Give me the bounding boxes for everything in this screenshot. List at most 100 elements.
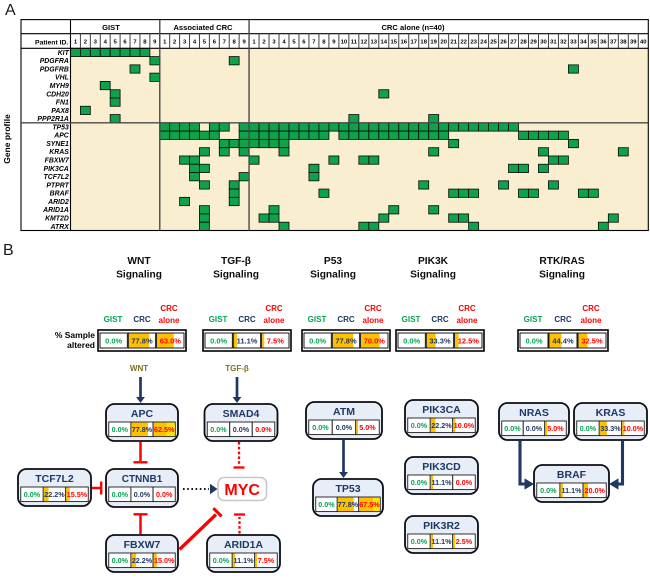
svg-text:22: 22: [460, 40, 467, 46]
svg-text:GIST: GIST: [524, 315, 543, 324]
svg-text:0.0%: 0.0%: [233, 425, 250, 434]
svg-text:NRAS: NRAS: [519, 407, 549, 419]
svg-text:38: 38: [620, 40, 627, 46]
svg-text:PPP2R1A: PPP2R1A: [37, 116, 68, 123]
svg-text:11.1%: 11.1%: [234, 556, 255, 565]
svg-text:1: 1: [252, 40, 256, 46]
svg-text:0.0%: 0.0%: [403, 336, 420, 345]
svg-text:10.0%: 10.0%: [454, 421, 475, 430]
svg-text:PIK3K: PIK3K: [418, 256, 449, 267]
svg-text:PDGFRA: PDGFRA: [40, 58, 69, 65]
svg-text:20.0%: 20.0%: [584, 486, 605, 495]
svg-text:CRC: CRC: [582, 304, 600, 313]
svg-text:0.0%: 0.0%: [580, 424, 597, 433]
svg-text:PTPRT: PTPRT: [46, 182, 69, 189]
svg-text:MYH9: MYH9: [50, 83, 69, 90]
svg-text:44.4%: 44.4%: [552, 336, 574, 345]
svg-text:GIST: GIST: [209, 315, 228, 324]
svg-text:BRAF: BRAF: [557, 469, 587, 481]
svg-text:8: 8: [322, 40, 326, 46]
svg-text:0.0%: 0.0%: [526, 424, 543, 433]
svg-text:2.5%: 2.5%: [456, 537, 473, 546]
svg-text:22.2%: 22.2%: [132, 556, 153, 565]
svg-text:TP53: TP53: [52, 124, 69, 131]
svg-text:0.0%: 0.0%: [504, 424, 521, 433]
svg-text:16: 16: [400, 40, 407, 46]
svg-text:ATM: ATM: [333, 406, 355, 418]
svg-text:CRC: CRC: [554, 315, 572, 324]
svg-text:CRC: CRC: [364, 304, 382, 313]
svg-text:0.0%: 0.0%: [156, 490, 173, 499]
svg-text:36: 36: [600, 40, 607, 46]
svg-text:PIK3R2: PIK3R2: [423, 520, 460, 532]
svg-text:CRC: CRC: [160, 304, 178, 313]
svg-text:BRAF: BRAF: [50, 191, 70, 198]
svg-text:9: 9: [332, 40, 336, 46]
svg-text:GIST: GIST: [402, 315, 421, 324]
svg-text:10: 10: [341, 40, 348, 46]
svg-text:0.0%: 0.0%: [112, 490, 129, 499]
svg-text:35: 35: [590, 40, 597, 46]
svg-text:8: 8: [143, 40, 147, 46]
svg-text:alone: alone: [581, 316, 602, 325]
svg-text:0.0%: 0.0%: [411, 478, 428, 487]
svg-text:9: 9: [242, 40, 246, 46]
svg-text:11.1%: 11.1%: [562, 486, 583, 495]
svg-text:0.0%: 0.0%: [112, 556, 129, 565]
svg-text:TGF-β: TGF-β: [225, 364, 249, 373]
svg-text:ARID2: ARID2: [47, 199, 69, 206]
svg-text:32: 32: [560, 40, 567, 46]
svg-text:62.5%: 62.5%: [154, 425, 175, 434]
svg-text:10.0%: 10.0%: [623, 424, 644, 433]
svg-text:77.8%: 77.8%: [335, 336, 357, 345]
svg-text:WNT: WNT: [127, 256, 151, 267]
svg-text:19: 19: [430, 40, 437, 46]
svg-text:KRAS: KRAS: [49, 149, 69, 156]
svg-text:GIST: GIST: [104, 315, 123, 324]
svg-text:63.0%: 63.0%: [160, 336, 182, 345]
svg-text:34: 34: [580, 40, 587, 46]
svg-text:70.0%: 70.0%: [364, 336, 386, 345]
svg-text:MYC: MYC: [224, 482, 260, 499]
svg-text:33.3%: 33.3%: [600, 424, 621, 433]
svg-text:0.0%: 0.0%: [134, 490, 151, 499]
svg-text:CDH20: CDH20: [46, 91, 69, 98]
svg-text:15.0%: 15.0%: [154, 556, 175, 565]
svg-text:RTK/RAS: RTK/RAS: [539, 256, 584, 267]
svg-text:13: 13: [371, 40, 378, 46]
svg-text:33.3%: 33.3%: [429, 336, 451, 345]
svg-text:B: B: [3, 242, 14, 259]
svg-text:alone: alone: [363, 316, 384, 325]
svg-text:0.0%: 0.0%: [210, 336, 227, 345]
svg-text:37: 37: [610, 40, 617, 46]
svg-text:23: 23: [470, 40, 477, 46]
svg-text:ATRX: ATRX: [50, 224, 70, 231]
svg-text:8: 8: [233, 40, 237, 46]
svg-text:Signaling: Signaling: [410, 270, 456, 281]
svg-text:FBXW7: FBXW7: [45, 158, 70, 165]
svg-text:Signaling: Signaling: [310, 270, 356, 281]
svg-text:P53: P53: [324, 256, 342, 267]
svg-text:PAX8: PAX8: [51, 108, 69, 115]
svg-text:Gene profile: Gene profile: [2, 114, 12, 164]
svg-text:SMAD4: SMAD4: [223, 408, 260, 420]
svg-text:KRAS: KRAS: [596, 407, 626, 419]
svg-text:3: 3: [272, 40, 276, 46]
svg-text:3: 3: [183, 40, 187, 46]
svg-text:A: A: [5, 2, 16, 19]
svg-text:5: 5: [203, 40, 207, 46]
svg-text:5.0%: 5.0%: [359, 423, 376, 432]
svg-text:0.0%: 0.0%: [213, 556, 230, 565]
svg-text:12.5%: 12.5%: [458, 336, 480, 345]
svg-text:7: 7: [312, 40, 316, 46]
svg-text:CRC: CRC: [431, 315, 449, 324]
svg-text:7.5%: 7.5%: [258, 556, 275, 565]
svg-text:GIST: GIST: [102, 23, 120, 32]
svg-text:0.0%: 0.0%: [312, 423, 329, 432]
svg-text:alone: alone: [264, 316, 285, 325]
svg-text:CTNNB1: CTNNB1: [122, 474, 163, 485]
svg-text:CRC: CRC: [337, 315, 355, 324]
svg-text:0.0%: 0.0%: [24, 490, 41, 499]
svg-text:1: 1: [74, 40, 78, 46]
svg-text:29: 29: [530, 40, 537, 46]
